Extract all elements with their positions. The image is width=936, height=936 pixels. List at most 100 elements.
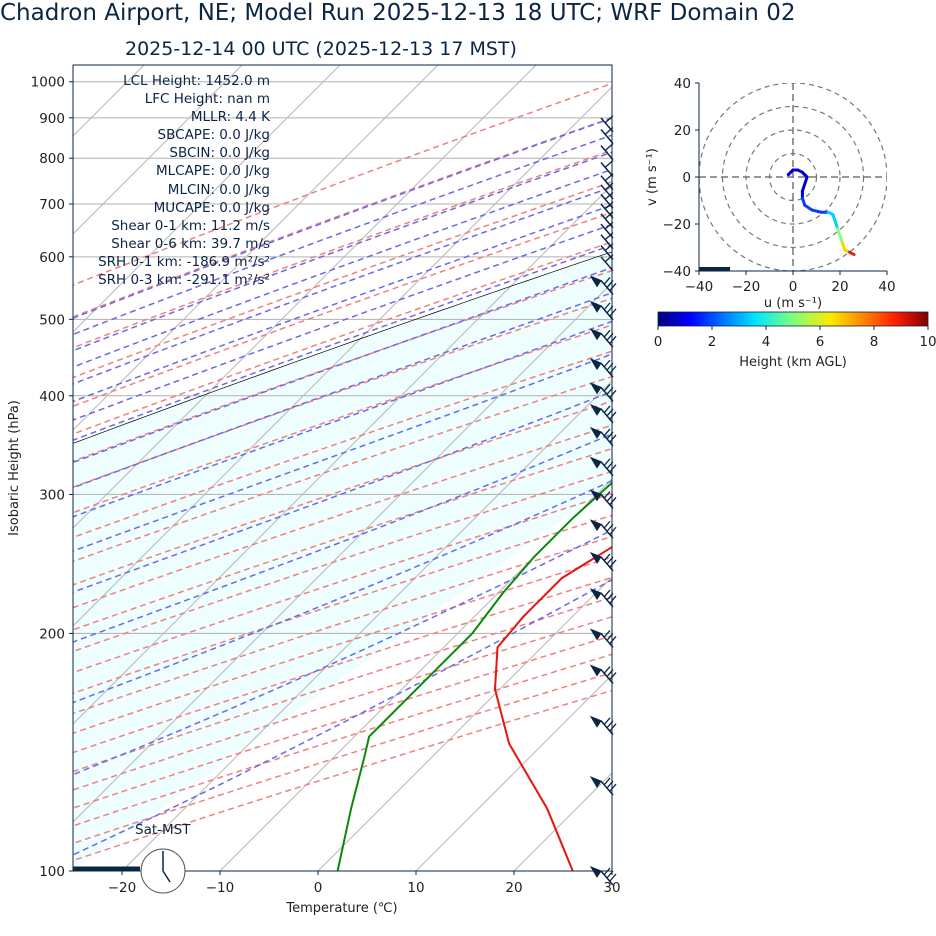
isotherm <box>73 86 612 627</box>
isotherm <box>121 380 612 871</box>
barb-flag <box>606 592 614 601</box>
y-tick-label: 300 <box>39 487 65 503</box>
wind-barb <box>589 628 617 648</box>
barb-flag <box>609 434 617 443</box>
hodograph-ticks: −40 −20 0 20 40 −40 −20 0 20 40 <box>663 76 896 295</box>
page-title: Chadron Airport, NE; Model Run 2025-12-1… <box>0 0 796 26</box>
barb-flag <box>606 870 614 879</box>
moist-adiabat <box>73 151 612 352</box>
stat-lcl-height: LCL Height: 1452.0 m <box>123 73 270 89</box>
valid-time-subtitle: 2025-12-14 00 UTC (2025-12-13 17 MST) <box>125 38 517 60</box>
barb-flag <box>604 191 614 200</box>
barb-flag <box>606 362 614 371</box>
barb-flag <box>606 280 614 288</box>
hodograph-trace <box>786 168 856 257</box>
hodograph-x-tick-label: 0 <box>789 279 798 295</box>
dry-adiabats <box>73 82 612 862</box>
barb-flag <box>609 723 617 732</box>
isotherm <box>73 282 612 823</box>
y-tick-label: 400 <box>39 389 65 405</box>
barb-flag <box>609 411 617 420</box>
barb-pennant <box>589 382 602 395</box>
barb-flag <box>606 669 614 677</box>
hodograph-segment <box>810 208 823 214</box>
barb-flag <box>609 389 617 398</box>
wind-barb <box>589 403 617 424</box>
barb-staff <box>600 223 614 239</box>
barb-flag <box>609 496 617 505</box>
wind-barb <box>600 221 614 239</box>
hodograph-x-tick-label: −20 <box>732 279 761 295</box>
wind-barb <box>600 243 614 261</box>
moist-adiabat <box>73 134 612 336</box>
barb-flag <box>603 359 611 368</box>
wind-barb <box>589 328 617 348</box>
barb-flag <box>604 143 614 152</box>
isotherm <box>73 65 439 431</box>
wind-barb <box>600 160 614 178</box>
wind-barb <box>600 115 614 133</box>
hodograph-y-label: v (m s⁻¹) <box>645 148 660 206</box>
barb-flag <box>604 160 614 169</box>
colorbar <box>657 311 929 327</box>
barb-flag <box>604 201 614 210</box>
dry-adiabat <box>73 350 612 539</box>
barb-pennant <box>589 628 602 641</box>
barb-flag <box>606 523 614 532</box>
barb-staff <box>600 175 614 191</box>
x-tick-label: 0 <box>314 880 323 896</box>
x-tick-label: 20 <box>505 880 522 896</box>
barb-staff <box>600 256 614 272</box>
hodograph <box>699 83 887 271</box>
barb-flag <box>603 589 611 598</box>
moist-adiabat <box>73 390 612 593</box>
barb-flag <box>604 126 614 135</box>
dry-adiabat <box>73 424 612 609</box>
isotherm <box>710 65 936 871</box>
dry-adiabat <box>73 671 612 845</box>
barb-flag <box>603 405 611 414</box>
wind-barb <box>600 254 614 272</box>
barb-staff <box>600 193 614 209</box>
barb-flag <box>603 553 611 562</box>
moist-adiabat <box>73 353 612 552</box>
barb-pennant <box>589 776 602 789</box>
barb-flag <box>604 182 614 191</box>
wind-barb <box>589 865 617 886</box>
barb-flag <box>606 493 614 502</box>
barb-staff <box>600 184 614 200</box>
colorbar-tick-label: 0 <box>654 334 663 350</box>
isotherm <box>73 65 537 529</box>
isotherm <box>415 674 612 871</box>
dry-adiabat <box>73 149 612 349</box>
dry-adiabat <box>73 576 612 754</box>
x-axis-label: Temperature (℃) <box>285 901 397 916</box>
dry-adiabat <box>73 116 612 318</box>
barb-pennant <box>589 664 602 677</box>
hodograph-ring <box>721 105 865 249</box>
dry-adiabat <box>73 375 612 563</box>
wind-barb <box>600 182 614 200</box>
barb-flag <box>603 329 611 338</box>
clock-label: Sat-MST <box>135 822 191 838</box>
hodograph-y-tick-label: 20 <box>674 123 691 139</box>
barb-flag <box>606 780 614 789</box>
stat-shear-0-6: Shear 0-6 km: 39.7 m/s <box>111 235 270 252</box>
mixing-ratio-line <box>706 65 936 257</box>
wind-barb <box>589 426 617 447</box>
barb-pennant <box>589 426 602 439</box>
barb-pennant <box>589 358 602 371</box>
y-tick-label: 100 <box>39 864 65 880</box>
wind-barb <box>589 519 617 539</box>
wind-barb <box>600 201 614 219</box>
barb-flag <box>609 335 617 344</box>
barb-staff <box>600 245 614 261</box>
stat-mucape: MUCAPE: 0.0 J/kg <box>153 199 270 216</box>
skew-t-ticks: 100 200 300 400 500 600 700 800 900 1000 −20 −10 0 10… <box>31 75 621 896</box>
barb-flag <box>603 777 611 786</box>
dewpoint-series <box>336 481 612 871</box>
barb-flag <box>609 672 617 680</box>
colorbar-ticks: 0 2 4 6 8 10 <box>654 326 936 350</box>
barb-flag <box>603 520 611 529</box>
hodograph-y-tick-label: −40 <box>663 264 692 280</box>
